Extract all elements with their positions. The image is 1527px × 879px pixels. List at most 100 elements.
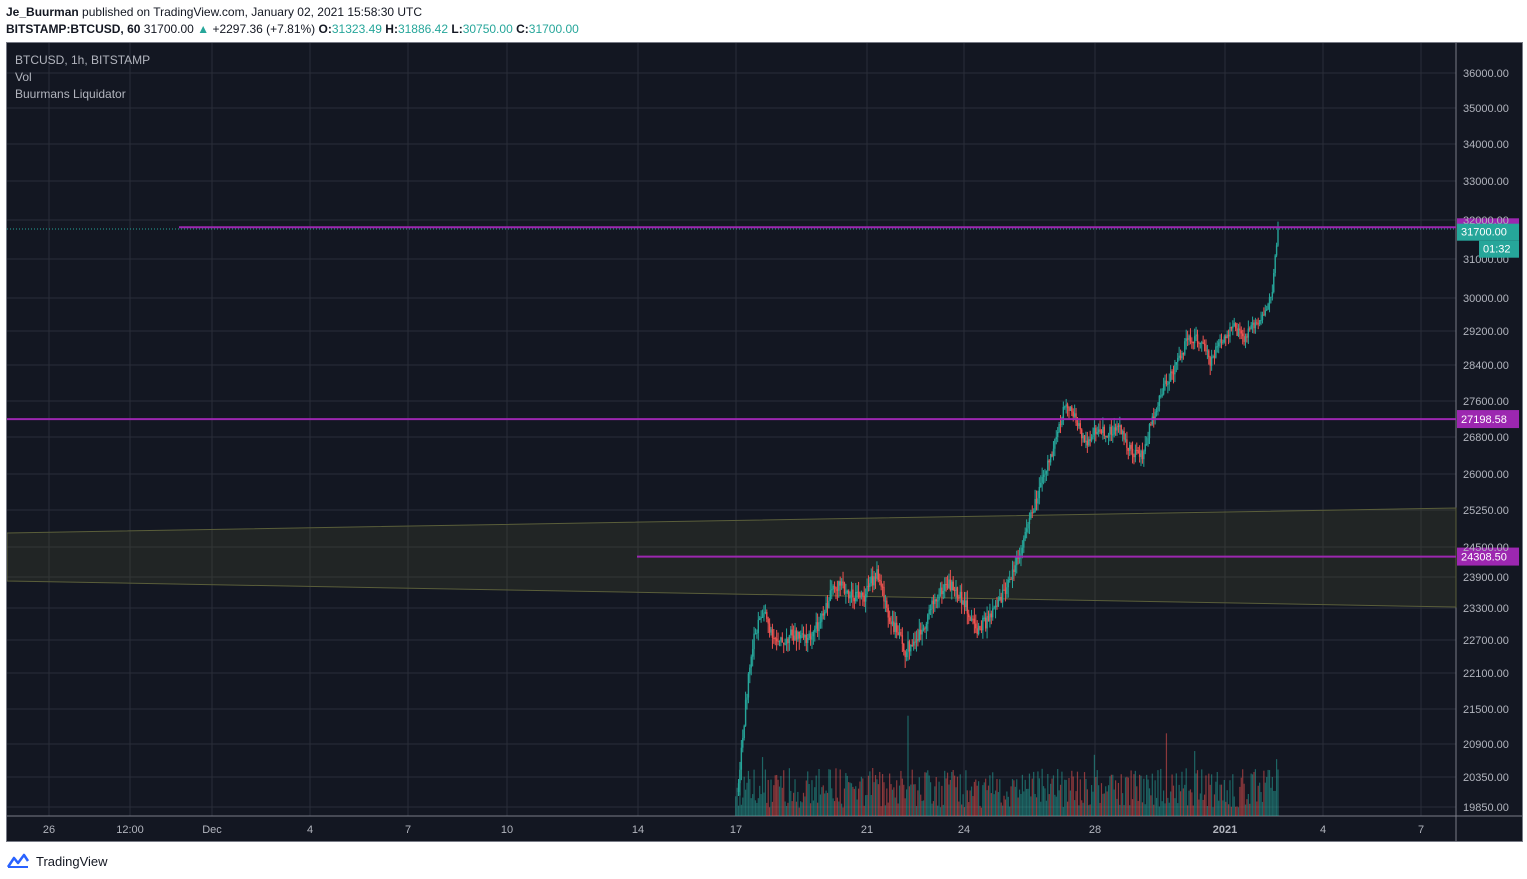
volume-bar bbox=[1107, 785, 1110, 816]
x-tick-label: 7 bbox=[1418, 824, 1424, 836]
volume-bar bbox=[1119, 804, 1121, 816]
chart-frame[interactable]: 31812.7927198.5824308.5036000.0035000.00… bbox=[6, 42, 1523, 842]
candle-body bbox=[876, 569, 878, 579]
candle-body bbox=[1105, 435, 1107, 437]
candle-body bbox=[792, 635, 795, 641]
candle-body bbox=[1069, 406, 1072, 411]
candle-body bbox=[763, 613, 765, 617]
volume-bar bbox=[1271, 777, 1273, 816]
candle-body bbox=[890, 621, 892, 625]
candle-body bbox=[1201, 342, 1203, 344]
candle-body bbox=[850, 589, 853, 596]
publish-info: published on TradingView.com, January 02… bbox=[82, 5, 423, 19]
volume-bar bbox=[744, 789, 747, 816]
candle-body bbox=[1083, 435, 1086, 443]
volume-bar bbox=[1243, 783, 1245, 816]
candle-body bbox=[1239, 328, 1241, 331]
candle-body bbox=[932, 600, 935, 605]
volume-bar bbox=[1178, 784, 1180, 816]
volume-bar bbox=[968, 802, 970, 816]
volume-bar bbox=[1223, 779, 1225, 816]
volume-bar bbox=[904, 798, 906, 816]
price-chart[interactable]: 31812.7927198.5824308.5036000.0035000.00… bbox=[7, 43, 1522, 841]
candle-body bbox=[946, 584, 949, 588]
volume-bar bbox=[749, 779, 751, 816]
volume-bar bbox=[972, 796, 974, 816]
candle-body bbox=[958, 597, 960, 599]
candle-body bbox=[905, 652, 908, 658]
candle-body bbox=[1247, 328, 1250, 338]
candle-body bbox=[925, 623, 928, 629]
candle-body bbox=[1013, 569, 1015, 572]
candle-body bbox=[771, 629, 774, 638]
volume-bar bbox=[891, 789, 894, 816]
volume-bar bbox=[1151, 773, 1153, 816]
volume-bar bbox=[927, 770, 929, 816]
legend-volume[interactable]: Vol bbox=[15, 70, 32, 84]
candle-body bbox=[1092, 435, 1094, 438]
volume-bar bbox=[1098, 785, 1100, 816]
volume-bar bbox=[1140, 775, 1142, 816]
candle-body bbox=[1006, 587, 1008, 594]
volume-bar bbox=[1233, 796, 1235, 816]
candle-body bbox=[1191, 341, 1193, 343]
volume-bar bbox=[838, 801, 840, 816]
volume-bar bbox=[1122, 793, 1124, 816]
candle-body bbox=[994, 605, 997, 608]
candle-body bbox=[1088, 439, 1090, 446]
volume-bar bbox=[883, 782, 885, 816]
candle-body bbox=[750, 656, 752, 668]
y-tick-label: 22100.00 bbox=[1463, 668, 1509, 680]
candle-body bbox=[896, 622, 898, 633]
candle-body bbox=[1240, 330, 1242, 334]
volume-bar bbox=[886, 788, 888, 816]
volume-bar bbox=[1242, 769, 1244, 816]
candle-body bbox=[1129, 444, 1131, 451]
legend-indicator[interactable]: Buurmans Liquidator bbox=[15, 87, 126, 101]
candle-body bbox=[1181, 353, 1183, 359]
volume-bar bbox=[1147, 779, 1149, 816]
volume-bar bbox=[1103, 793, 1105, 816]
volume-bar bbox=[948, 784, 950, 816]
candle-body bbox=[822, 613, 824, 616]
symbol-label: BITSTAMP:BTCUSD, 60 bbox=[6, 22, 141, 36]
volume-bar bbox=[887, 802, 889, 816]
volume-bar bbox=[790, 790, 792, 816]
candle-body bbox=[979, 626, 981, 629]
legend-symbol[interactable]: BTCUSD, 1h, BITSTAMP bbox=[15, 53, 151, 67]
candle-body bbox=[1150, 424, 1152, 426]
candle-body bbox=[812, 631, 815, 637]
volume-bar bbox=[747, 770, 750, 816]
volume-bar bbox=[881, 774, 884, 816]
candle-body bbox=[1189, 335, 1192, 342]
y-tick-label: 28400.00 bbox=[1463, 360, 1509, 372]
candle-body bbox=[989, 613, 991, 622]
candle-body bbox=[1090, 437, 1093, 441]
candle-body bbox=[1095, 427, 1097, 434]
candle-body bbox=[1014, 565, 1017, 572]
author-name[interactable]: Je_Buurman bbox=[6, 5, 79, 19]
volume-bar bbox=[1052, 775, 1055, 816]
tradingview-footer[interactable]: TradingView bbox=[6, 850, 108, 872]
volume-bar bbox=[791, 801, 793, 816]
candle-body bbox=[860, 592, 863, 598]
x-tick-label: 2021 bbox=[1213, 824, 1237, 836]
candle-body bbox=[980, 628, 983, 631]
volume-bar bbox=[1165, 733, 1168, 816]
candle-body bbox=[1071, 406, 1073, 412]
candle-body bbox=[840, 581, 843, 586]
volume-bar bbox=[1235, 806, 1237, 816]
candle-body bbox=[808, 633, 810, 638]
candle-body bbox=[1011, 569, 1014, 580]
volume-bar bbox=[1006, 791, 1008, 816]
candle-body bbox=[970, 618, 973, 621]
volume-bar bbox=[1061, 771, 1063, 816]
y-tick-label: 25250.00 bbox=[1463, 505, 1509, 517]
volume-bar bbox=[793, 792, 795, 816]
candle-body bbox=[884, 600, 887, 602]
candle-body bbox=[809, 633, 812, 640]
volume-bar bbox=[1256, 801, 1258, 816]
volume-bar bbox=[877, 784, 879, 816]
volume-bar bbox=[735, 796, 737, 816]
volume-bar bbox=[969, 790, 971, 816]
